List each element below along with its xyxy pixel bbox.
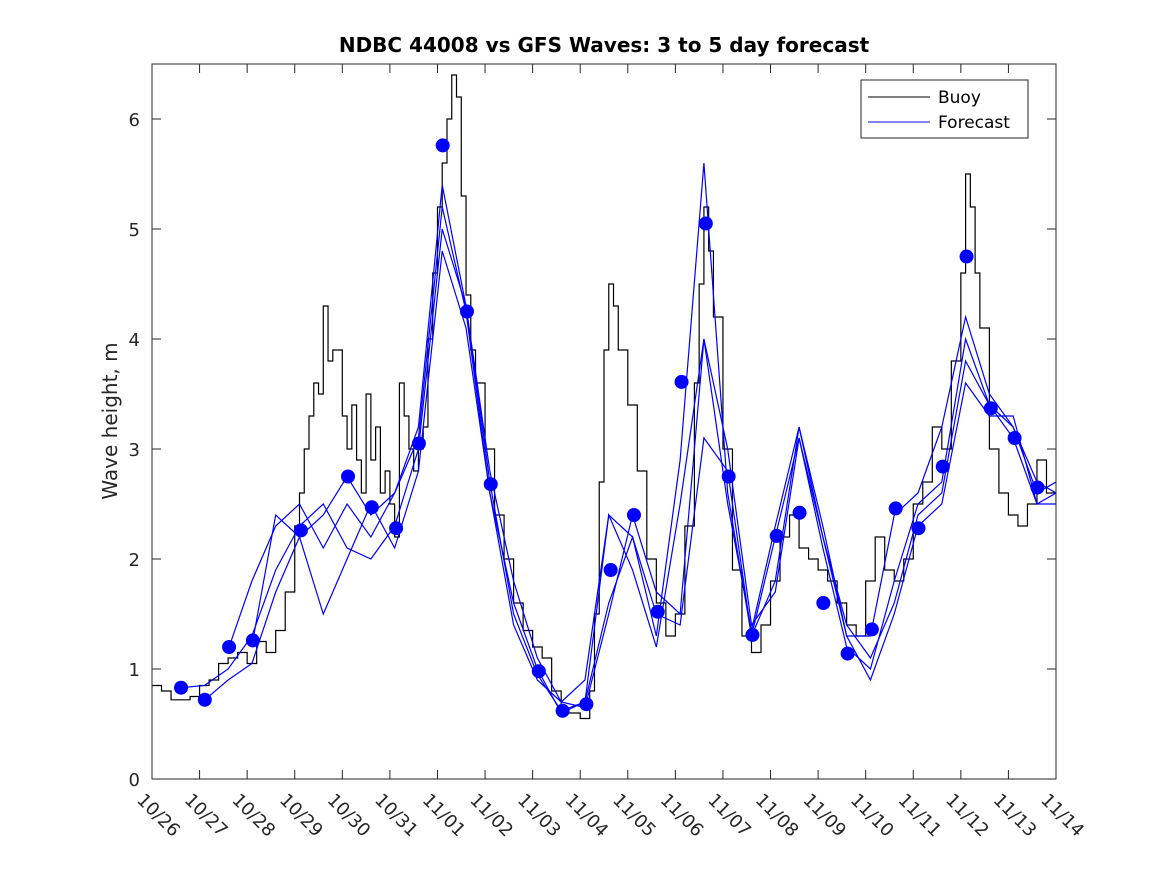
forecast-marker xyxy=(911,521,926,536)
forecast-marker xyxy=(531,664,546,679)
forecast-marker xyxy=(603,563,618,577)
y-tick-label: 3 xyxy=(129,440,140,461)
forecast-run-line-2 xyxy=(228,162,1056,712)
legend: Buoy Forecast xyxy=(860,79,1029,139)
y-tick-label: 6 xyxy=(129,110,140,131)
forecast-marker xyxy=(650,604,665,619)
legend-forecast-label: Forecast xyxy=(938,113,1010,133)
forecast-marker xyxy=(459,304,474,319)
forecast-marker xyxy=(555,703,570,718)
forecast-marker xyxy=(983,401,998,416)
forecast-marker xyxy=(816,596,831,610)
forecast-marker xyxy=(341,469,356,484)
forecast-marker xyxy=(959,249,974,264)
forecast-marker xyxy=(888,501,903,516)
forecast-marker xyxy=(721,469,736,484)
forecast-marker xyxy=(864,622,879,637)
legend-box xyxy=(860,79,1029,139)
forecast-marker xyxy=(935,459,950,474)
buoy-line xyxy=(152,74,1056,720)
forecast-marker xyxy=(222,640,237,654)
y-tick-label: 4 xyxy=(129,330,140,351)
forecast-marker xyxy=(745,627,760,642)
forecast-marker xyxy=(293,523,308,538)
forecast-marker xyxy=(698,216,713,231)
forecast-marker xyxy=(389,521,404,536)
forecast-marker xyxy=(840,646,855,661)
forecast-marker xyxy=(792,505,807,520)
forecast-marker xyxy=(1030,480,1045,495)
chart-title: NDBC 44008 vs GFS Waves: 3 to 5 day fore… xyxy=(339,33,870,57)
forecast-marker xyxy=(626,508,641,522)
forecast-marker xyxy=(245,633,260,648)
forecast-marker xyxy=(579,697,594,712)
y-tick-label: 5 xyxy=(129,220,140,241)
forecast-marker xyxy=(769,528,784,543)
series-layer xyxy=(152,74,1056,720)
forecast-marker xyxy=(674,374,689,389)
legend-buoy-label: Buoy xyxy=(938,88,981,108)
y-tick-label: 2 xyxy=(129,550,140,571)
axes-box xyxy=(151,63,1057,780)
y-tick-label: 0 xyxy=(129,770,140,791)
forecast-marker xyxy=(174,680,189,695)
forecast-marker xyxy=(197,692,212,707)
forecast-marker xyxy=(411,436,426,451)
forecast-run-line-3 xyxy=(252,206,1056,703)
forecast-marker xyxy=(435,138,450,153)
forecast-marker xyxy=(1007,431,1022,445)
y-axis-label: Wave height, m xyxy=(98,342,122,499)
forecast-marker xyxy=(483,477,498,492)
forecast-marker xyxy=(364,500,379,515)
y-tick-label: 1 xyxy=(129,660,140,681)
